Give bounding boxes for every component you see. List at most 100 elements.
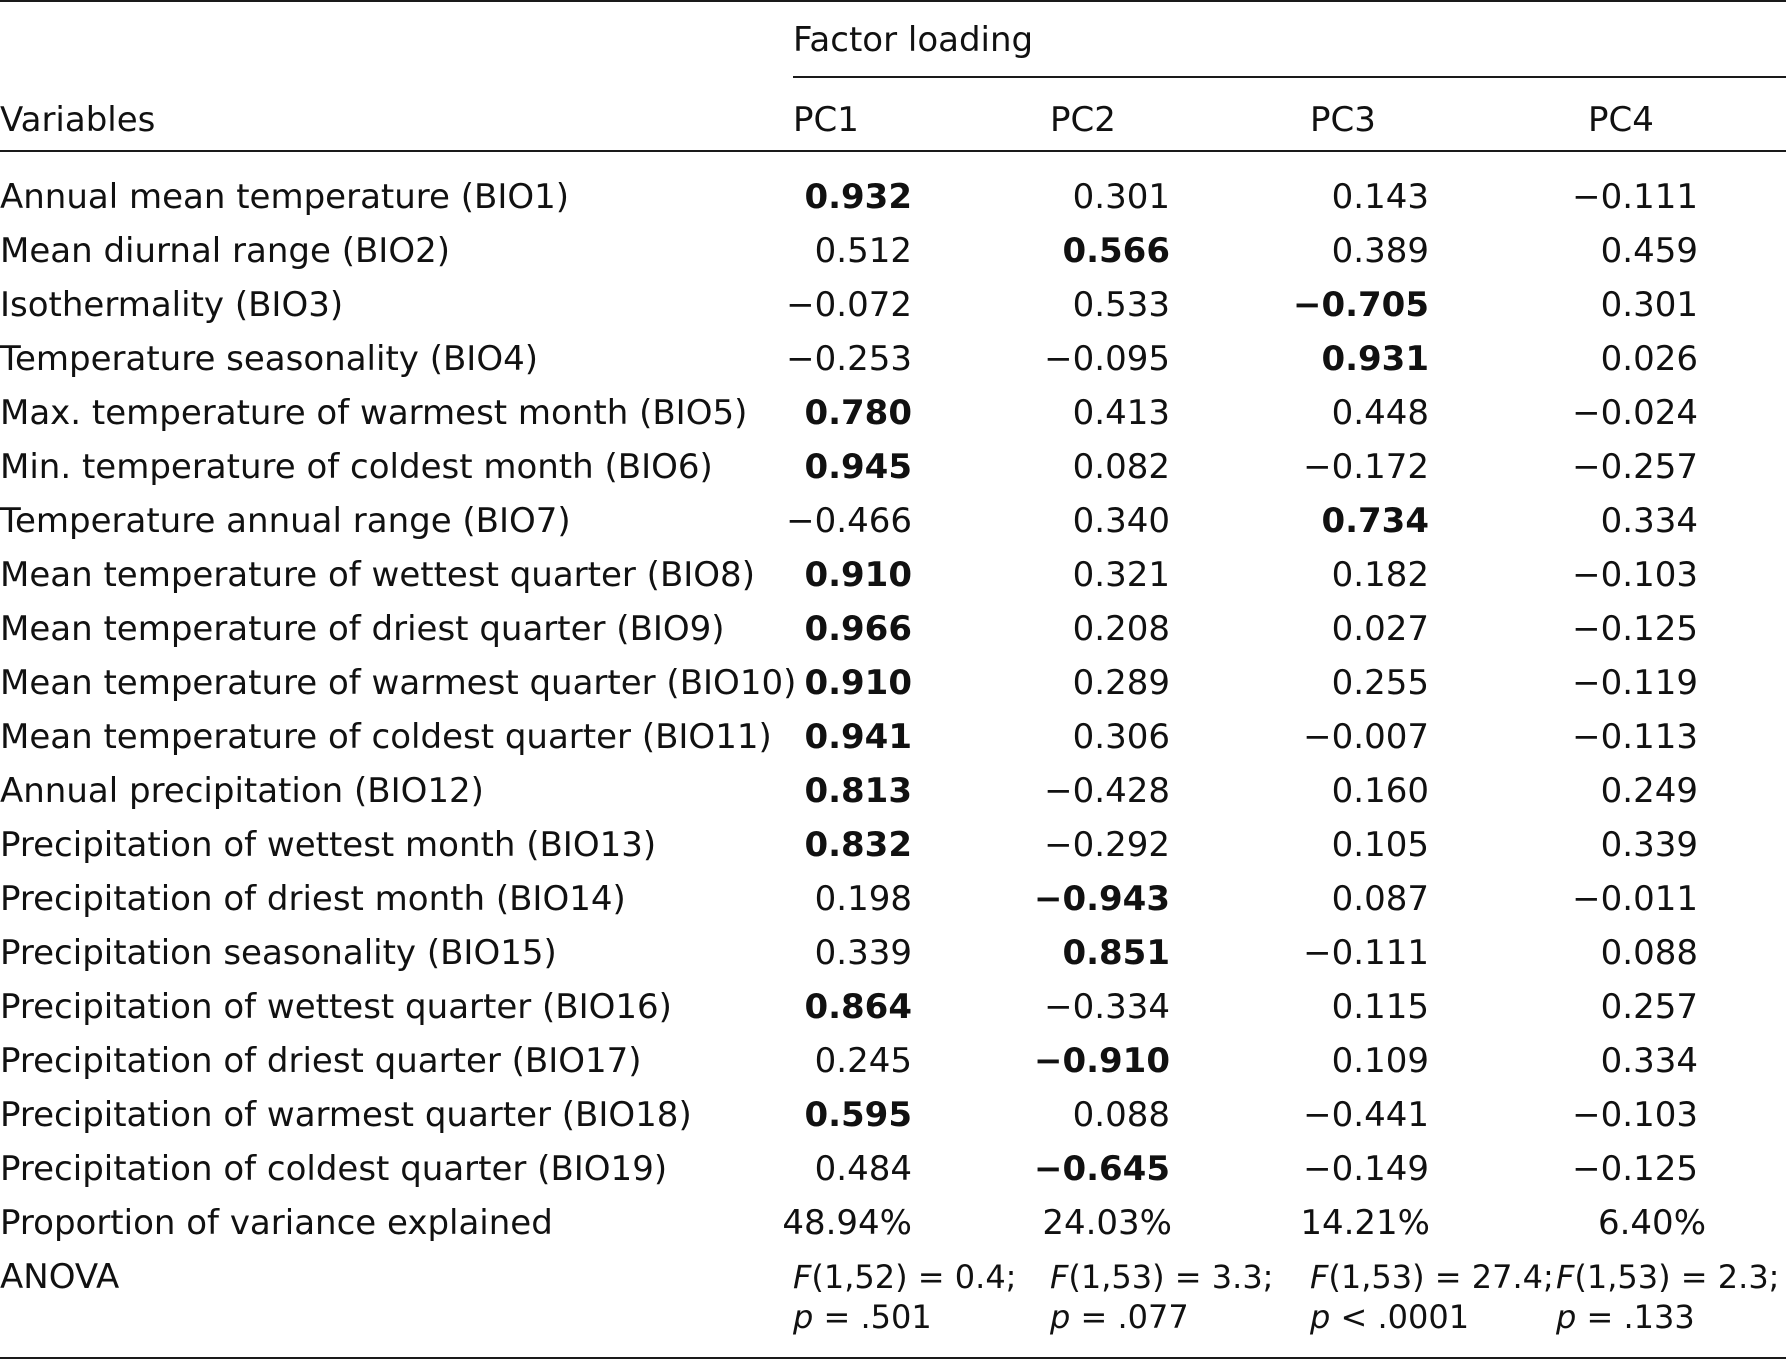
variables-header: Variables — [0, 100, 156, 140]
row-label: Mean temperature of coldest quarter (BIO… — [0, 717, 772, 757]
loading-value-pc4: 0.334 — [1600, 1041, 1698, 1081]
row-label: Precipitation of warmest quarter (BIO18) — [0, 1095, 692, 1135]
loading-value-pc1: 0.484 — [814, 1149, 912, 1189]
loading-value-pc1: −0.466 — [786, 501, 912, 541]
loading-value-pc3: 0.182 — [1331, 555, 1429, 595]
row-label: Annual precipitation (BIO12) — [0, 771, 484, 811]
loading-value-pc1: 0.832 — [804, 825, 912, 865]
loading-value-pc4: −0.119 — [1572, 663, 1698, 703]
row-label: Max. temperature of warmest month (BIO5) — [0, 393, 748, 433]
row-label: Mean diurnal range (BIO2) — [0, 231, 450, 271]
anova-label: ANOVA — [0, 1257, 120, 1297]
loading-value-pc1: 0.198 — [814, 879, 912, 919]
loading-value-pc3: 0.734 — [1321, 501, 1429, 541]
loading-value-pc2: −0.943 — [1033, 879, 1170, 919]
row-label: Precipitation of driest quarter (BIO17) — [0, 1041, 642, 1081]
loading-value-pc2: 0.289 — [1072, 663, 1170, 703]
row-label: Isothermality (BIO3) — [0, 285, 344, 325]
loading-value-pc3: 0.143 — [1331, 177, 1429, 217]
anova-f-statistic: (1,53) = 3.3; — [1068, 1258, 1274, 1296]
loading-value-pc2: 0.301 — [1072, 177, 1170, 217]
loading-value-pc4: −0.113 — [1572, 717, 1698, 757]
anova-f-symbol: F — [1310, 1258, 1329, 1296]
loading-value-pc2: 0.088 — [1072, 1095, 1170, 1135]
loading-value-pc3: −0.705 — [1292, 285, 1429, 325]
loading-value-pc2: 0.082 — [1072, 447, 1170, 487]
anova-f-statistic: (1,53) = 27.4; — [1328, 1258, 1554, 1296]
column-header-pc2: PC2 — [1050, 100, 1116, 140]
variance-value-pc3: 14.21% — [1300, 1203, 1430, 1243]
loading-value-pc1: −0.253 — [786, 339, 912, 379]
anova-value-pc3: F(1,53) = 27.4; p < .0001 — [1310, 1257, 1554, 1337]
loading-value-pc3: −0.441 — [1303, 1095, 1429, 1135]
loading-value-pc3: −0.149 — [1303, 1149, 1429, 1189]
loading-value-pc2: 0.533 — [1072, 285, 1170, 325]
factor-loading-header: Factor loading — [793, 20, 1034, 60]
anova-p-symbol: p — [1310, 1298, 1331, 1336]
loading-value-pc3: 0.105 — [1331, 825, 1429, 865]
loading-value-pc3: 0.448 — [1331, 393, 1429, 433]
anova-f-symbol: F — [1556, 1258, 1575, 1296]
row-label: Mean temperature of wettest quarter (BIO… — [0, 555, 755, 595]
loading-value-pc1: 0.941 — [804, 717, 912, 757]
loading-value-pc4: 0.301 — [1600, 285, 1698, 325]
loading-value-pc4: −0.257 — [1572, 447, 1698, 487]
row-label: Mean temperature of driest quarter (BIO9… — [0, 609, 725, 649]
loading-value-pc4: −0.011 — [1572, 879, 1698, 919]
column-header-pc1: PC1 — [793, 100, 859, 140]
loading-value-pc1: −0.072 — [786, 285, 912, 325]
anova-p-symbol: p — [1050, 1298, 1071, 1336]
anova-value-pc1: F(1,52) = 0.4; p = .501 — [793, 1257, 1016, 1337]
loading-value-pc3: 0.931 — [1321, 339, 1429, 379]
loading-value-pc2: −0.645 — [1033, 1149, 1170, 1189]
anova-f-statistic: (1,53) = 2.3; — [1574, 1258, 1780, 1296]
top-rule — [0, 0, 1786, 2]
loading-value-pc2: 0.321 — [1072, 555, 1170, 595]
anova-p-value: = .077 — [1070, 1298, 1189, 1336]
loading-value-pc2: 0.851 — [1062, 933, 1170, 973]
loading-value-pc1: 0.910 — [804, 555, 912, 595]
row-label: Min. temperature of coldest month (BIO6) — [0, 447, 713, 487]
row-label: Precipitation of wettest month (BIO13) — [0, 825, 657, 865]
loading-value-pc4: 0.339 — [1600, 825, 1698, 865]
loading-value-pc1: 0.813 — [804, 771, 912, 811]
loading-value-pc4: −0.103 — [1572, 1095, 1698, 1135]
row-label: Temperature seasonality (BIO4) — [0, 339, 538, 379]
variance-value-pc2: 24.03% — [1042, 1203, 1172, 1243]
loading-value-pc2: −0.428 — [1044, 771, 1170, 811]
loading-value-pc4: 0.334 — [1600, 501, 1698, 541]
header-rule — [0, 150, 1786, 152]
loading-value-pc2: 0.413 — [1072, 393, 1170, 433]
loading-value-pc1: 0.245 — [814, 1041, 912, 1081]
column-header-pc3: PC3 — [1310, 100, 1376, 140]
bottom-rule — [0, 1357, 1786, 1359]
loading-value-pc2: 0.566 — [1062, 231, 1170, 271]
loading-value-pc1: 0.945 — [804, 447, 912, 487]
anova-p-value: = .133 — [1576, 1298, 1695, 1336]
loading-value-pc4: 0.459 — [1600, 231, 1698, 271]
loading-value-pc4: 0.257 — [1600, 987, 1698, 1027]
loading-value-pc3: −0.007 — [1303, 717, 1429, 757]
loading-value-pc2: −0.910 — [1033, 1041, 1170, 1081]
anova-p-symbol: p — [793, 1298, 814, 1336]
loading-value-pc2: 0.208 — [1072, 609, 1170, 649]
loading-value-pc1: 0.512 — [814, 231, 912, 271]
loading-value-pc3: −0.172 — [1303, 447, 1429, 487]
row-label: Precipitation of driest month (BIO14) — [0, 879, 626, 919]
anova-value-pc4: F(1,53) = 2.3; p = .133 — [1556, 1257, 1779, 1337]
anova-p-value: < .0001 — [1330, 1298, 1470, 1336]
loading-value-pc3: 0.109 — [1331, 1041, 1429, 1081]
loading-value-pc3: −0.111 — [1303, 933, 1429, 973]
loading-value-pc2: −0.334 — [1044, 987, 1170, 1027]
loading-value-pc3: 0.160 — [1331, 771, 1429, 811]
loading-value-pc1: 0.864 — [804, 987, 912, 1027]
loading-value-pc4: 0.026 — [1600, 339, 1698, 379]
anova-f-statistic: (1,52) = 0.4; — [811, 1258, 1017, 1296]
variance-label: Proportion of variance explained — [0, 1203, 553, 1243]
row-label: Mean temperature of warmest quarter (BIO… — [0, 663, 797, 703]
loading-value-pc1: 0.910 — [804, 663, 912, 703]
row-label: Precipitation of coldest quarter (BIO19) — [0, 1149, 668, 1189]
row-label: Precipitation of wettest quarter (BIO16) — [0, 987, 672, 1027]
row-label: Temperature annual range (BIO7) — [0, 501, 571, 541]
loading-value-pc3: 0.027 — [1331, 609, 1429, 649]
